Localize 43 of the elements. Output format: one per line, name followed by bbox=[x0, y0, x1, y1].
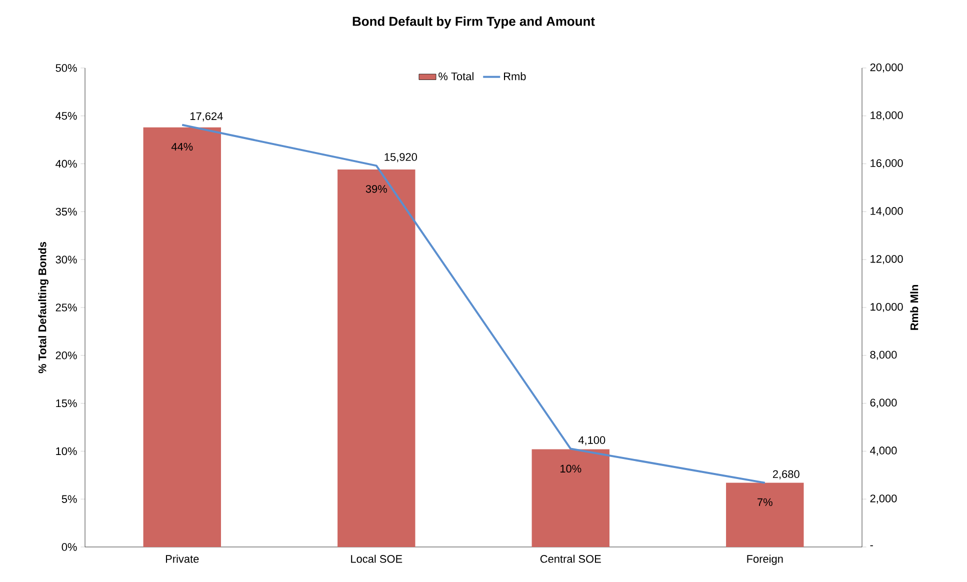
legend-label: Rmb bbox=[504, 72, 526, 80]
y2-tick-label: 16,000 bbox=[870, 159, 903, 168]
data-label: 17,624 bbox=[190, 112, 223, 122]
y-tick-label: 25% bbox=[56, 304, 77, 312]
y-tick-label: 5% bbox=[62, 495, 77, 503]
y2-tick-label: 2,000 bbox=[870, 494, 897, 504]
y-tick-label: 40% bbox=[56, 160, 77, 168]
y2-tick-label: 8,000 bbox=[870, 350, 897, 360]
bar bbox=[532, 449, 610, 547]
legend-label: % Total bbox=[438, 72, 474, 80]
y-tick-label: 15% bbox=[56, 399, 77, 408]
bar bbox=[143, 127, 221, 547]
y2-tick-label: 10,000 bbox=[870, 302, 903, 312]
y2-tick-label: 14,000 bbox=[870, 207, 903, 216]
y2-tick-label: 12,000 bbox=[870, 255, 903, 264]
y-tick-label: 0% bbox=[62, 543, 77, 551]
y-tick-label: 50% bbox=[56, 64, 77, 72]
y2-axis-title: Rmb Mln bbox=[910, 285, 918, 330]
x-tick-label: Central SOE bbox=[540, 554, 601, 563]
y-tick-label: 20% bbox=[56, 352, 77, 360]
y-tick-label: 10% bbox=[56, 447, 77, 456]
y2-tick-label: - bbox=[870, 545, 873, 546]
data-label: 2,680 bbox=[772, 470, 800, 480]
data-label: 7% bbox=[758, 498, 772, 506]
y2-tick-label: 18,000 bbox=[870, 111, 903, 120]
data-label: 39% bbox=[366, 185, 387, 193]
y-tick-label: 30% bbox=[56, 256, 77, 264]
x-tick-label: Local SOE bbox=[351, 554, 402, 563]
y2-tick-label: 6,000 bbox=[870, 398, 897, 408]
x-tick-label: Private bbox=[166, 554, 199, 563]
y-axis-title: % Total Defaulting Bonds bbox=[38, 242, 48, 374]
data-label: 15,920 bbox=[384, 153, 417, 162]
y-tick-label: 45% bbox=[56, 112, 77, 120]
data-label: 44% bbox=[171, 142, 193, 151]
chart-title: Bond Default by Firm Type and Amount bbox=[352, 16, 595, 28]
data-label: 10% bbox=[560, 464, 582, 473]
y2-tick-label: 20,000 bbox=[870, 63, 903, 73]
bar bbox=[338, 170, 416, 547]
y2-tick-label: 4,000 bbox=[870, 446, 897, 456]
x-tick-label: Foreign bbox=[747, 554, 783, 565]
bar bbox=[726, 482, 804, 547]
y-tick-label: 35% bbox=[56, 208, 77, 216]
data-label: 4,100 bbox=[578, 436, 606, 446]
